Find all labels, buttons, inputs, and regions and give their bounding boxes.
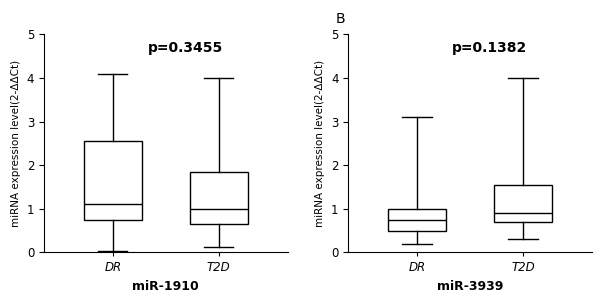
Text: B: B xyxy=(336,12,346,26)
PathPatch shape xyxy=(84,141,142,219)
Text: p=0.3455: p=0.3455 xyxy=(148,41,223,55)
Text: p=0.1382: p=0.1382 xyxy=(452,41,527,55)
Y-axis label: miRNA expression level(2-ΔΔCt): miRNA expression level(2-ΔΔCt) xyxy=(315,60,326,227)
Y-axis label: miRNA expression level(2-ΔΔCt): miRNA expression level(2-ΔΔCt) xyxy=(11,60,21,227)
X-axis label: miR-3939: miR-3939 xyxy=(437,280,504,293)
PathPatch shape xyxy=(189,172,248,224)
PathPatch shape xyxy=(388,209,446,230)
PathPatch shape xyxy=(494,185,552,222)
X-axis label: miR-1910: miR-1910 xyxy=(133,280,199,293)
